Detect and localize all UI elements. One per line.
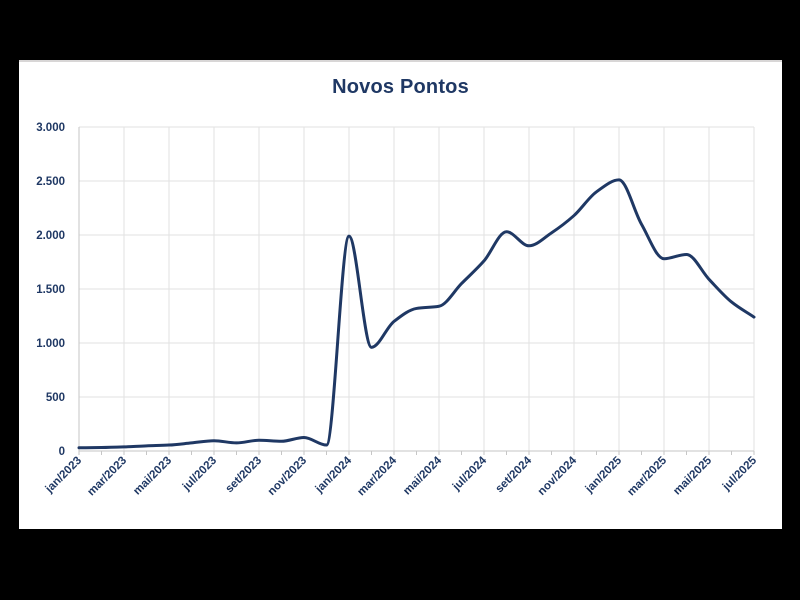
x-axis-tick-label: set/2023 xyxy=(224,455,265,496)
x-axis-tick-label: jul/2023 xyxy=(180,455,219,494)
x-axis-tick-label: jul/2024 xyxy=(450,454,489,493)
x-axis-tick-label: jul/2025 xyxy=(720,454,759,493)
y-axis-tick-label: 2.500 xyxy=(36,176,65,188)
x-axis-tick-label: mai/2025 xyxy=(671,454,714,497)
chart-title: Novos Pontos xyxy=(332,76,469,98)
x-axis-tick-label: mar/2024 xyxy=(355,454,399,498)
y-axis-tick-label: 500 xyxy=(46,392,65,404)
chart-panel: Novos Pontos 0 500 1.000 1.500 2.000 2.500 3.0… xyxy=(19,60,782,529)
x-axis-tick-label: nov/2024 xyxy=(536,454,580,498)
x-axis-tick-label: set/2024 xyxy=(494,454,535,495)
x-axis-tick-label: mai/2023 xyxy=(131,455,174,498)
y-axis-tick-label: 1.000 xyxy=(36,338,65,350)
y-axis-tick-label: 0 xyxy=(59,446,65,458)
x-axis-tick-label: mar/2025 xyxy=(625,454,669,498)
y-axis-tick-label: 1.500 xyxy=(36,284,65,296)
x-axis-tick-label: mai/2024 xyxy=(401,454,444,497)
x-axis-tick-label: mar/2023 xyxy=(85,455,129,499)
y-axis-tick-label: 2.000 xyxy=(36,230,65,242)
x-axis-tick-label: jan/2024 xyxy=(313,454,355,496)
y-axis-tick-label: 3.000 xyxy=(36,122,65,134)
x-axis-tick-label: jan/2025 xyxy=(583,454,625,496)
series-line xyxy=(77,178,756,450)
x-axis-tick-label: nov/2023 xyxy=(266,455,309,498)
x-axis-tick-label: jan/2023 xyxy=(43,455,84,496)
